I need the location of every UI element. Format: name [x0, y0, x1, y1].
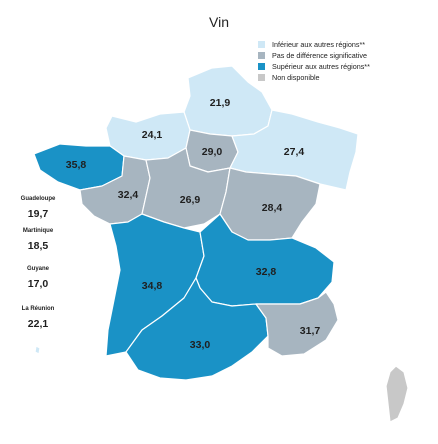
- legend-item-superieur: Supérieur aux autres régions**: [258, 61, 370, 72]
- legend-swatch-superieur: [258, 63, 265, 70]
- legend-item-non-disponible: Non disponible: [258, 72, 370, 83]
- dom-name-guyane: Guyane: [26, 266, 49, 272]
- region-paca: [255, 291, 339, 357]
- value-pays-de-la-loire: 32,4: [118, 189, 139, 201]
- legend-label-pas-difference: Pas de différence significative: [272, 51, 367, 60]
- value-nouvelle-aquitaine: 34,8: [142, 280, 163, 292]
- map-title: Vin: [209, 14, 229, 30]
- dom-name-guadeloupe: Guadeloupe: [20, 196, 56, 202]
- value-centre-val-de-loire: 26,9: [180, 194, 201, 206]
- value-ile-de-france: 29,0: [202, 146, 223, 158]
- legend: Inférieur aux autres régions** Pas de di…: [258, 39, 370, 83]
- legend-label-non-disponible: Non disponible: [272, 73, 320, 82]
- legend-swatch-non-disponible: [258, 74, 265, 81]
- legend-label-superieur: Supérieur aux autres régions**: [272, 62, 370, 71]
- dom-name-martinique: Martinique: [22, 228, 54, 234]
- dom-name-la-reunion: La Réunion: [21, 306, 55, 312]
- value-grand-est: 27,4: [284, 146, 305, 158]
- dom-reunion-shape: [34, 345, 41, 355]
- value-paca: 31,7: [300, 325, 321, 337]
- legend-label-inferieur: Inférieur aux autres régions**: [272, 40, 366, 49]
- legend-item-inferieur: Inférieur aux autres régions**: [258, 39, 370, 50]
- value-auvergne-rhone-alpes: 32,8: [256, 266, 277, 278]
- dom-value-guyane: 17,0: [27, 278, 49, 290]
- value-occitanie: 33,0: [190, 339, 211, 351]
- region-corse: [385, 365, 409, 423]
- value-hauts-de-france: 21,9: [210, 97, 231, 109]
- legend-swatch-inferieur: [258, 41, 265, 48]
- value-bourgogne-franche-comte: 28,4: [262, 202, 283, 214]
- dom-value-guadeloupe: 19,7: [27, 208, 49, 220]
- legend-swatch-pas-difference: [258, 52, 265, 59]
- dom-value-la-reunion: 22,1: [27, 318, 49, 330]
- value-bretagne: 35,8: [66, 159, 87, 171]
- value-normandie: 24,1: [142, 129, 163, 141]
- dom-value-martinique: 18,5: [27, 240, 49, 252]
- legend-item-pas-difference: Pas de différence significative: [258, 50, 370, 61]
